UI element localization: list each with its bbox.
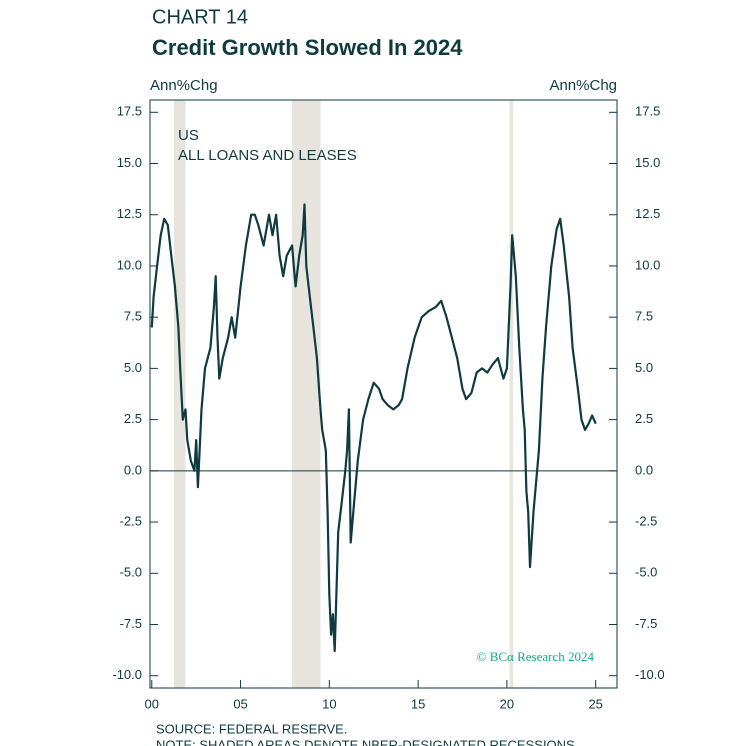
y2-axis-label: Ann%Chg bbox=[549, 77, 617, 94]
y2-tick-label: 0.0 bbox=[635, 462, 653, 477]
y2-tick-label: 5.0 bbox=[635, 360, 653, 375]
y-tick-label: 2.5 bbox=[124, 411, 142, 426]
y-tick-label: -5.0 bbox=[120, 565, 142, 580]
y2-tick-label: 2.5 bbox=[635, 411, 653, 426]
y-tick-label: -10.0 bbox=[112, 667, 142, 682]
x-tick-label: 15 bbox=[411, 696, 425, 711]
recession-band bbox=[292, 100, 321, 688]
watermark: © BCα Research 2024 bbox=[477, 649, 595, 664]
y2-tick-label: 12.5 bbox=[635, 206, 660, 221]
data-line bbox=[150, 203, 597, 653]
y2-tick-label: -5.0 bbox=[635, 565, 657, 580]
y-axis-label: Ann%Chg bbox=[150, 77, 218, 94]
x-tick-label: 00 bbox=[145, 696, 159, 711]
plot-frame bbox=[149, 99, 618, 689]
recession-band bbox=[173, 100, 186, 688]
chart-title: Credit Growth Slowed In 2024 bbox=[152, 35, 463, 60]
y2-tick-label: 7.5 bbox=[635, 309, 653, 324]
y2-tick-label: -10.0 bbox=[635, 667, 665, 682]
y2-tick-label: -2.5 bbox=[635, 513, 657, 528]
y-tick-label: 5.0 bbox=[124, 360, 142, 375]
source: SOURCE: FEDERAL RESERVE. bbox=[156, 721, 347, 736]
x-tick-label: 10 bbox=[322, 696, 336, 711]
y-tick-label: 0.0 bbox=[124, 462, 142, 477]
x-tick-label: 25 bbox=[588, 696, 602, 711]
y-tick-label: 10.0 bbox=[117, 257, 142, 272]
y2-tick-label: 15.0 bbox=[635, 155, 660, 170]
x-tick-label: 05 bbox=[233, 696, 247, 711]
x-tick-label: 20 bbox=[500, 696, 514, 711]
y-tick-label: 17.5 bbox=[117, 104, 142, 119]
y-tick-label: 7.5 bbox=[124, 309, 142, 324]
note: NOTE: SHADED AREAS DENOTE NBER-DESIGNATE… bbox=[156, 737, 578, 746]
chart-label: CHART 14 bbox=[152, 6, 248, 28]
y-tick-label: -2.5 bbox=[120, 513, 142, 528]
y2-tick-label: 17.5 bbox=[635, 104, 660, 119]
y-tick-label: 12.5 bbox=[117, 206, 142, 221]
y-tick-label: 15.0 bbox=[117, 155, 142, 170]
y-tick-label: -7.5 bbox=[120, 616, 142, 631]
annotation: US bbox=[178, 127, 199, 144]
recession-band bbox=[509, 100, 514, 688]
annotation: ALL LOANS AND LEASES bbox=[178, 147, 357, 164]
y2-tick-label: -7.5 bbox=[635, 616, 657, 631]
y2-tick-label: 10.0 bbox=[635, 257, 660, 272]
